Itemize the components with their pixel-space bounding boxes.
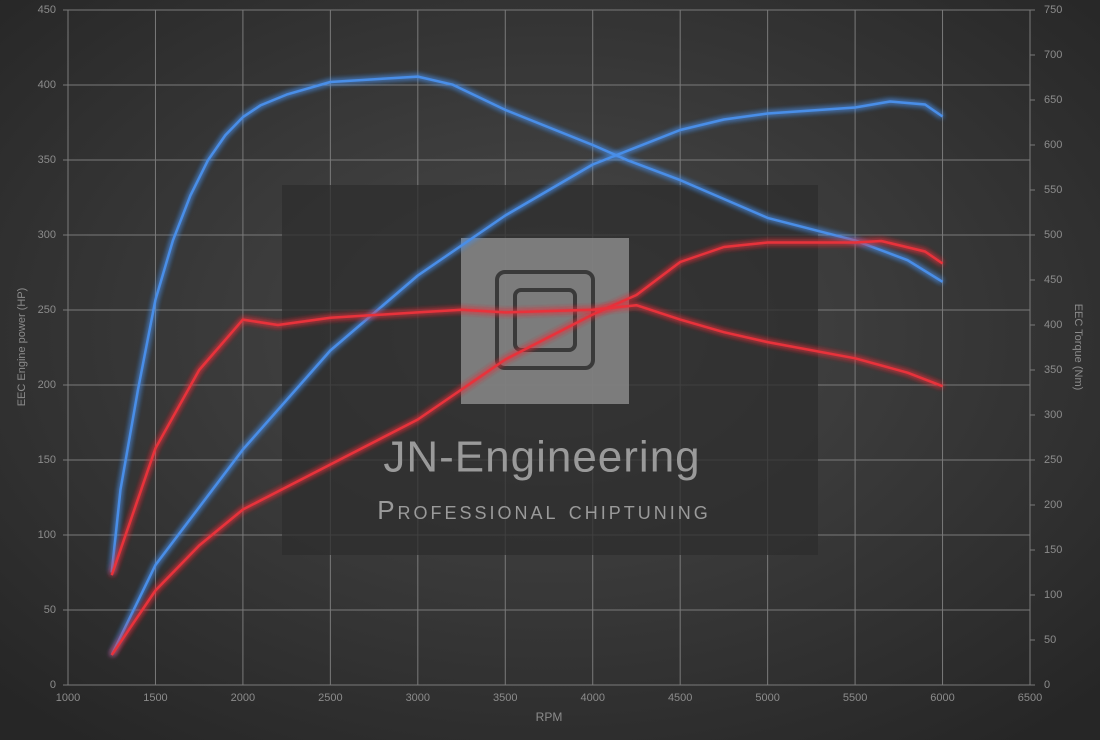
x-tick-label: 3000	[406, 692, 430, 704]
chip-icon	[461, 238, 629, 404]
y-tick-label: 250	[38, 304, 56, 316]
y-tick-label: 300	[38, 229, 56, 241]
y2-tick-label: 700	[1044, 49, 1062, 61]
watermark-subtitle: Professional chiptuning	[377, 495, 711, 525]
y2-tick-label: 0	[1044, 679, 1050, 691]
y2-tick-label: 550	[1044, 184, 1062, 196]
y2-tick-label: 400	[1044, 319, 1062, 331]
y-axis-label: EEC Engine power (HP)	[16, 288, 28, 407]
y2-axis-label: EEC Torque (Nm)	[1072, 304, 1084, 391]
y2-tick-label: 500	[1044, 229, 1062, 241]
y-tick-label: 150	[38, 454, 56, 466]
x-tick-label: 2000	[231, 692, 255, 704]
x-tick-label: 5000	[755, 692, 779, 704]
y2-tick-label: 150	[1044, 544, 1062, 556]
x-tick-label: 6500	[1018, 692, 1042, 704]
y2-tick-label: 300	[1044, 409, 1062, 421]
x-axis-label: RPM	[536, 710, 563, 724]
y2-tick-label: 200	[1044, 499, 1062, 511]
series-line	[110, 100, 944, 656]
x-tick-label: 5500	[843, 692, 867, 704]
y2-tick-label: 100	[1044, 589, 1062, 601]
series-line	[110, 303, 943, 576]
y-tick-label: 400	[38, 79, 56, 91]
y-tick-label: 100	[38, 529, 56, 541]
x-tick-label: 3500	[493, 692, 517, 704]
y2-tick-label: 750	[1044, 4, 1062, 16]
x-tick-label: 4000	[580, 692, 604, 704]
y-tick-label: 200	[38, 379, 56, 391]
y2-tick-label: 600	[1044, 139, 1062, 151]
series-line	[110, 75, 944, 573]
y-tick-label: 450	[38, 4, 56, 16]
y-tick-label: 0	[50, 679, 56, 691]
series-line	[110, 239, 944, 656]
watermark-title: JN-Engineering	[383, 433, 700, 482]
x-tick-label: 1000	[56, 692, 80, 704]
y2-tick-label: 450	[1044, 274, 1062, 286]
x-tick-label: 4500	[668, 692, 692, 704]
y-tick-label: 350	[38, 154, 56, 166]
y2-tick-label: 50	[1044, 634, 1056, 646]
x-tick-label: 1500	[143, 692, 167, 704]
y2-tick-label: 350	[1044, 364, 1062, 376]
x-tick-label: 6000	[930, 692, 954, 704]
y2-tick-label: 650	[1044, 94, 1062, 106]
x-tick-label: 2500	[318, 692, 342, 704]
y2-tick-label: 250	[1044, 454, 1062, 466]
y-tick-label: 50	[44, 604, 56, 616]
